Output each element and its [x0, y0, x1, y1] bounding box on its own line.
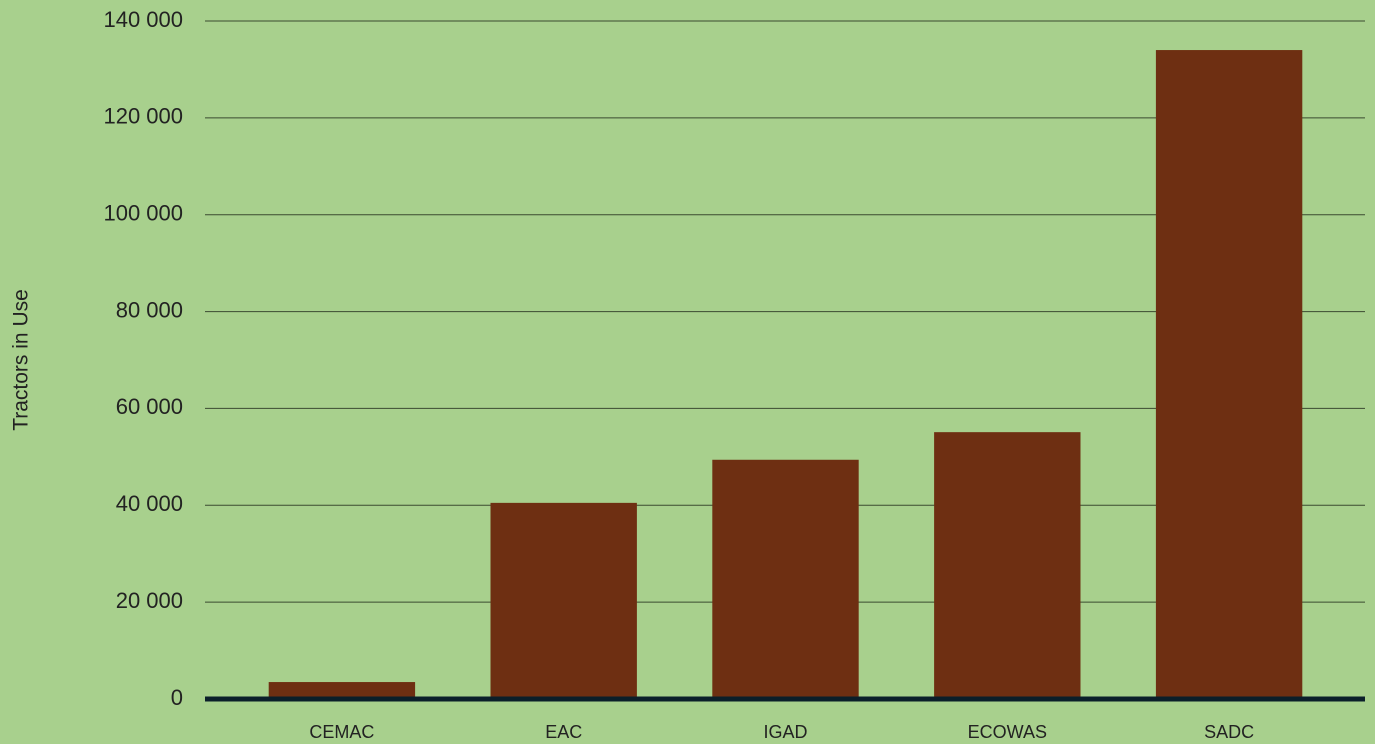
y-tick-label: 60 000	[116, 394, 183, 419]
x-tick-label: CEMAC	[309, 722, 374, 742]
y-tick-label: 0	[171, 685, 183, 710]
x-tick-label: EAC	[545, 722, 582, 742]
y-tick-label: 140 000	[103, 7, 183, 32]
y-tick-label: 20 000	[116, 588, 183, 613]
bar	[490, 502, 637, 699]
x-tick-label: IGAD	[763, 722, 807, 742]
bar	[712, 459, 859, 699]
y-tick-label: 120 000	[103, 104, 183, 129]
bar	[268, 682, 416, 699]
y-tick-label: 100 000	[103, 201, 183, 226]
y-axis-label: Tractors in Use	[10, 289, 33, 431]
y-tick-label: 40 000	[116, 491, 183, 516]
y-tick-label: 80 000	[116, 297, 183, 322]
x-tick-label: SADC	[1204, 722, 1254, 742]
x-tick-label: ECOWAS	[968, 722, 1047, 742]
bar	[934, 432, 1081, 699]
bar	[1155, 50, 1303, 700]
